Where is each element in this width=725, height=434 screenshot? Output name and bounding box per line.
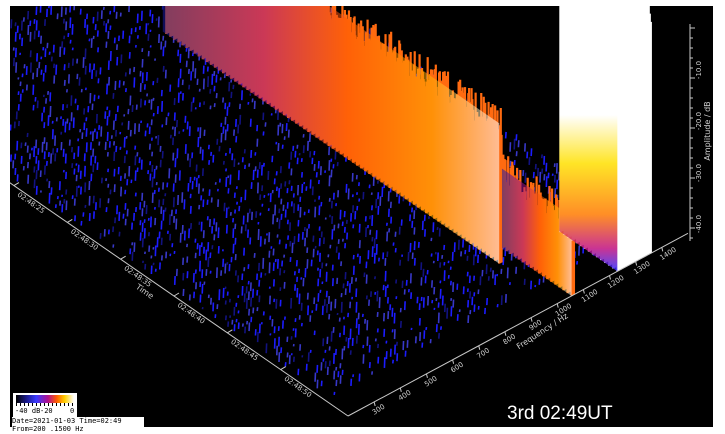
signal-surface-1 — [162, 6, 500, 264]
caption-frequency-line: From=200 .1500 Hz — [12, 425, 84, 433]
frequency-tick-label: 300 — [371, 403, 387, 417]
frequency-tick-label: 700 — [475, 346, 491, 360]
caption-date-line: Date=2021-01-03 Time=02:49 — [12, 417, 122, 425]
frequency-tick — [530, 317, 533, 322]
time-tick — [280, 366, 286, 371]
frequency-tick — [661, 247, 664, 252]
frequency-axis-line — [347, 232, 689, 417]
time-tick — [13, 182, 20, 187]
time-tick-label: 02:48:25 — [16, 191, 46, 216]
timestamp-overlay: 3rd 02:49UT — [507, 403, 613, 424]
legend-label-max: 0 — [70, 407, 75, 415]
amplitude-axis-label: Amplitude / dB — [703, 101, 712, 160]
frequency-tick — [609, 275, 611, 280]
frequency-axis-label: Frequency / Hz — [515, 311, 570, 351]
amplitude-tick-label: -30.0 — [695, 164, 703, 182]
frequency-tick-label: 400 — [397, 389, 413, 403]
legend-label-mid: -20 — [40, 407, 53, 415]
frequency-tick — [504, 331, 507, 336]
frequency-tick-label: 500 — [423, 375, 439, 389]
amplitude-tick-label: -10.0 — [695, 61, 703, 79]
frequency-tick-label: 600 — [449, 360, 465, 374]
info-caption: Date=2021-01-03 Time=02:49 From=200 .150… — [12, 417, 144, 434]
frequency-tick — [556, 303, 559, 308]
frequency-tick — [478, 345, 481, 350]
legend-label-min: -40 dB — [15, 407, 41, 415]
time-tick-label: 02:48:45 — [229, 338, 259, 363]
color-scale-ticks — [16, 403, 74, 406]
color-scale-bar — [16, 395, 74, 403]
time-tick — [120, 255, 126, 260]
signal-surface-2 — [501, 168, 572, 296]
plot-area: 02:48:1502:48:2002:48:2502:48:3002:48:35… — [10, 6, 713, 427]
time-tick-label: 02:48:30 — [69, 227, 99, 252]
time-tick-label: 02:48:50 — [283, 375, 313, 400]
color-scale-legend: -40 dB -20 0 — [12, 392, 78, 418]
time-tick — [173, 292, 180, 297]
time-tick-label: 02:48:40 — [176, 301, 206, 326]
frequency-tick — [635, 261, 638, 266]
signal-traces — [162, 6, 652, 296]
frequency-tick — [399, 387, 402, 393]
time-axis-line — [10, 182, 349, 417]
amplitude-tick-label: -20.0 — [695, 112, 703, 130]
time-tick — [67, 218, 73, 223]
frequency-tick — [425, 373, 428, 378]
signal-surface-3 — [559, 6, 618, 272]
waterfall-chart: 02:48:1502:48:2002:48:2502:48:3002:48:35… — [10, 6, 712, 417]
frequency-tick — [373, 401, 376, 407]
amplitude-tick-label: -40.0 — [695, 215, 703, 233]
time-tick — [227, 329, 233, 334]
frequency-tick — [582, 289, 585, 294]
frequency-tick — [452, 359, 455, 364]
